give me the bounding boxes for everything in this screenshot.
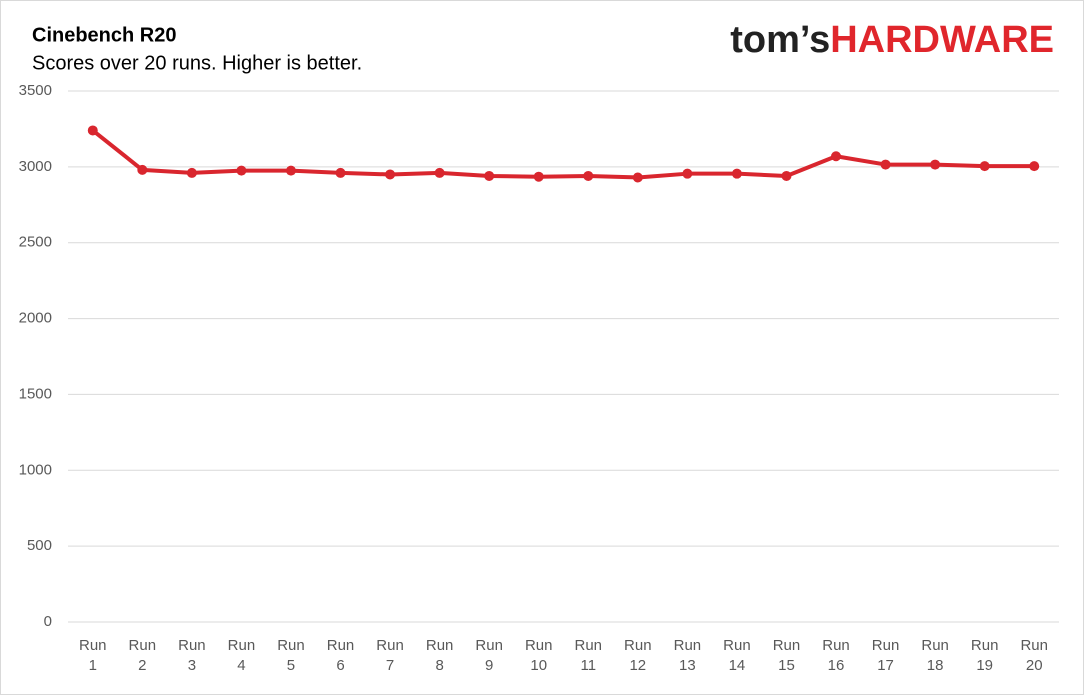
x-tick-label: Run 18 <box>921 637 949 674</box>
y-tick-label: 3000 <box>19 158 52 175</box>
x-tick-label: Run 15 <box>772 637 801 674</box>
logo: tom’sHARDWARE <box>730 19 1054 61</box>
x-tick-label: Run 12 <box>624 637 652 674</box>
point <box>880 159 891 170</box>
point <box>533 171 544 182</box>
point <box>781 170 792 181</box>
point <box>979 161 990 172</box>
point <box>385 169 396 180</box>
point <box>186 167 197 178</box>
point <box>87 125 98 136</box>
point <box>731 168 742 179</box>
x-tick-label: Run 9 <box>475 637 503 674</box>
x-tick-label: Run 19 <box>970 637 999 674</box>
x-tick-label: Run 5 <box>277 637 305 674</box>
point <box>1029 161 1040 172</box>
x-tick-label: Run 11 <box>574 637 603 674</box>
point <box>285 165 296 176</box>
x-tick-label: Run 17 <box>871 637 900 674</box>
x-tick-label: Run 16 <box>822 637 850 674</box>
x-tick-label: Run 13 <box>673 637 702 674</box>
chart-title: Cinebench R20 <box>32 24 176 46</box>
x-tick-label: Run 2 <box>128 637 157 674</box>
point <box>335 167 346 178</box>
x-tick-label: Run 4 <box>227 637 256 674</box>
y-tick-label: 1500 <box>19 385 52 402</box>
point <box>831 151 842 162</box>
point <box>236 165 247 176</box>
point <box>484 170 495 181</box>
x-tick-label: Run 8 <box>425 637 454 674</box>
chart-subtitle: Scores over 20 runs. Higher is better. <box>32 52 362 74</box>
y-tick-label: 0 <box>44 613 52 630</box>
x-tick-label: Run 10 <box>524 637 553 674</box>
x-tick-label: Run 14 <box>723 637 751 674</box>
y-tick-label: 1000 <box>19 461 52 478</box>
point <box>434 167 445 178</box>
y-tick-label: 3500 <box>19 82 52 99</box>
x-tick-label: Run 7 <box>376 637 404 674</box>
y-tick-label: 2500 <box>19 234 52 251</box>
point <box>583 170 594 181</box>
point <box>137 164 148 175</box>
x-tick-label: Run 1 <box>79 637 107 674</box>
x-tick-label: Run 6 <box>326 637 355 674</box>
point <box>682 168 693 179</box>
logo-brand: HARDWARE <box>830 19 1054 61</box>
y-tick-label: 500 <box>27 537 52 554</box>
point <box>930 159 941 170</box>
logo-prefix: tom’s <box>730 19 830 61</box>
line <box>91 128 1035 180</box>
x-tick-label: Run 20 <box>1020 637 1048 674</box>
point <box>632 172 643 183</box>
y-tick-label: 2000 <box>19 310 52 327</box>
x-tick-label: Run 3 <box>178 637 206 674</box>
